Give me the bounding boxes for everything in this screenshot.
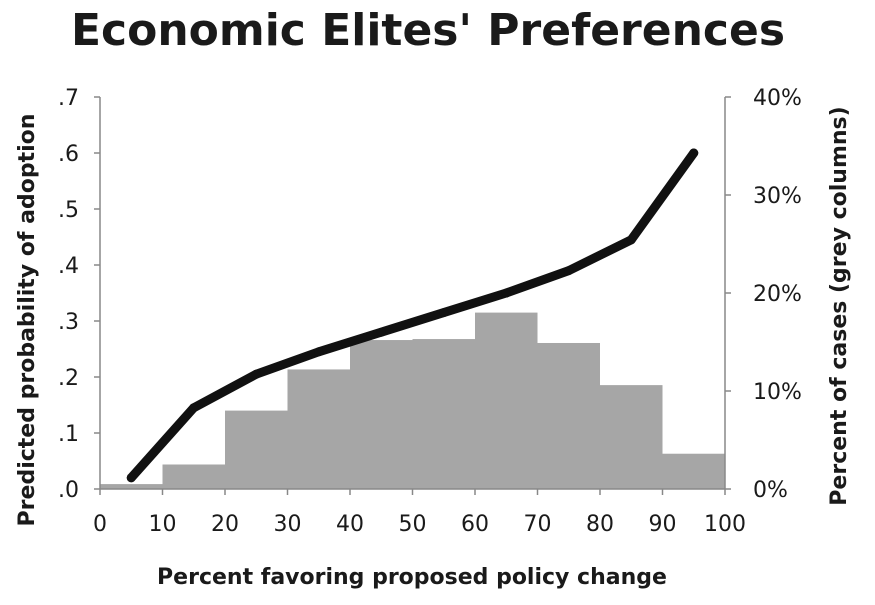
x-axis-title: Percent favoring proposed policy change <box>157 565 667 590</box>
histogram-bar-5 <box>412 339 475 489</box>
histogram-bar-7 <box>537 342 600 489</box>
y-right-tick-label-2: 20% <box>753 282 802 307</box>
histogram-bar-2 <box>225 410 288 489</box>
probability-point-6 <box>501 288 511 298</box>
probability-point-1 <box>189 403 199 413</box>
x-tick-label-9: 90 <box>649 512 677 537</box>
axes <box>94 96 731 495</box>
histogram-bars <box>100 312 725 489</box>
x-tick-label-7: 70 <box>524 512 552 537</box>
y-left-tick-label-6: .6 <box>58 142 79 167</box>
histogram-bar-3 <box>287 369 350 489</box>
x-tick-label-0: 0 <box>93 512 107 537</box>
y-right-tick-label-1: 10% <box>753 380 802 405</box>
y-left-tick-label-1: .1 <box>58 422 79 447</box>
y-left-tick-label-0: .0 <box>58 478 79 503</box>
probability-point-4 <box>376 327 386 337</box>
histogram-bar-0 <box>100 484 163 489</box>
histogram-bar-6 <box>475 312 538 489</box>
probability-point-9 <box>689 148 699 158</box>
y-left-tick-label-3: .3 <box>58 310 79 335</box>
probability-point-2 <box>251 369 261 379</box>
y-left-tick-label-4: .4 <box>58 254 79 279</box>
x-tick-label-3: 30 <box>274 512 302 537</box>
histogram-bar-1 <box>162 464 225 489</box>
y-right-tick-label-3: 30% <box>753 184 802 209</box>
probability-point-7 <box>564 266 574 276</box>
y-left-axis-title: Predicted probability of adoption <box>15 114 40 527</box>
histogram-bar-8 <box>600 385 663 489</box>
x-tick-label-1: 10 <box>149 512 177 537</box>
y-right-tick-label-4: 40% <box>753 86 802 111</box>
probability-line-layer <box>126 148 699 483</box>
x-tick-label-6: 60 <box>461 512 489 537</box>
y-left-tick-label-7: .7 <box>58 86 79 111</box>
probability-line <box>126 148 699 483</box>
x-tick-label-2: 20 <box>211 512 239 537</box>
y-left-tick-label-2: .2 <box>58 366 79 391</box>
y-left-tick-label-5: .5 <box>58 198 79 223</box>
probability-point-8 <box>626 235 636 245</box>
x-tick-label-5: 50 <box>399 512 427 537</box>
tick-labels: 0 10 20 30 40 50 60 70 80 90 100 .0 .1 .2 .3 .4 .5 .6 .7 0%… <box>58 86 802 537</box>
probability-point-5 <box>439 308 449 318</box>
x-tick-label-4: 40 <box>336 512 364 537</box>
x-tick-label-8: 80 <box>586 512 614 537</box>
chart-title: Economic Elites' Preferences <box>71 5 785 56</box>
x-tick-label-10: 100 <box>704 512 746 537</box>
histogram-bar-4 <box>350 340 413 489</box>
histogram-bar-9 <box>662 453 725 489</box>
probability-point-0 <box>126 473 136 483</box>
y-right-tick-label-0: 0% <box>753 478 788 503</box>
y-right-axis-title: Percent of cases (grey columns) <box>827 106 852 505</box>
probability-point-3 <box>314 347 324 357</box>
